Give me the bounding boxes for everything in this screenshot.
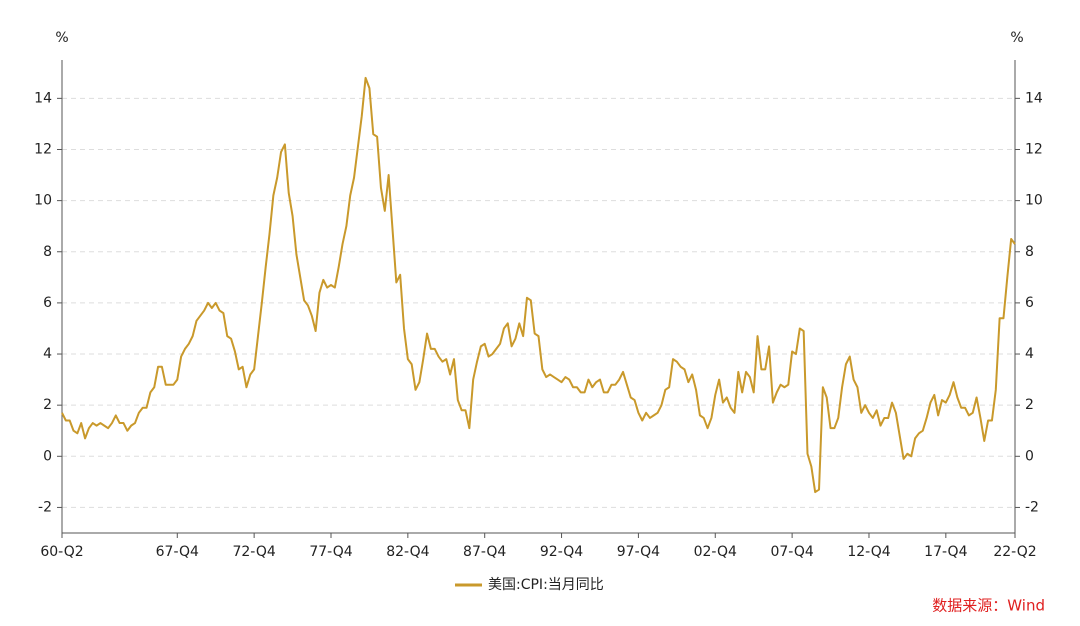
x-tick-label: 72-Q4 (232, 544, 275, 560)
x-tick-label: 17-Q4 (924, 544, 967, 560)
x-tick-label: 22-Q2 (993, 544, 1036, 560)
x-tick-label: 02-Q4 (694, 544, 737, 560)
x-tick-label: 07-Q4 (770, 544, 813, 560)
y2-tick-label: 14 (1025, 90, 1043, 106)
x-tick-label: 82-Q4 (386, 544, 429, 560)
y2-tick-label: 6 (1025, 295, 1034, 311)
series-line (61, 76, 1016, 494)
y2-tick-label: 0 (1025, 448, 1034, 464)
x-tick-label: 77-Q4 (309, 544, 352, 560)
y2-tick-label: 8 (1025, 244, 1034, 260)
y2-tick-label: 4 (1025, 346, 1034, 362)
y-tick-label: -2 (38, 499, 52, 515)
y-tick-label: 2 (43, 397, 52, 413)
y2-unit: % (1010, 30, 1023, 46)
x-tick-label: 67-Q4 (156, 544, 199, 560)
y2-tick-label: 10 (1025, 193, 1043, 209)
x-tick-label: 60-Q2 (40, 544, 83, 560)
y-tick-label: 0 (43, 448, 52, 464)
y-tick-label: 8 (43, 244, 52, 260)
x-tick-label: 97-Q4 (617, 544, 660, 560)
y-tick-label: 14 (34, 90, 52, 106)
x-tick-label: 92-Q4 (540, 544, 583, 560)
legend-label: 美国:CPI:当月同比 (488, 577, 604, 593)
y2-tick-label: -2 (1025, 499, 1039, 515)
y-tick-label: 4 (43, 346, 52, 362)
x-tick-label: 12-Q4 (847, 544, 890, 560)
source: 数据来源：Wind (932, 597, 1045, 615)
y-unit: % (55, 30, 68, 46)
x-tick-label: 87-Q4 (463, 544, 506, 560)
y2-tick-label: 12 (1025, 141, 1043, 157)
y-tick-label: 6 (43, 295, 52, 311)
y-tick-label: 10 (34, 193, 52, 209)
y2-tick-label: 2 (1025, 397, 1034, 413)
y-tick-label: 12 (34, 141, 52, 157)
